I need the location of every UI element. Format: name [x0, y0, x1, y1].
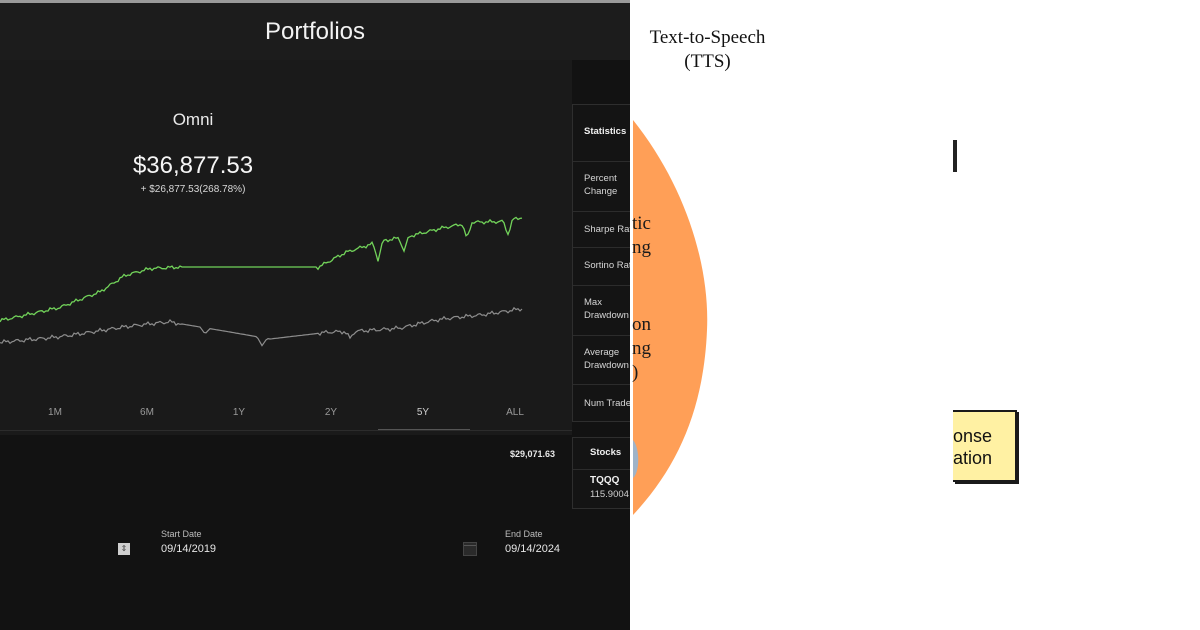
tts-label: Text-to-Speech (TTS) [649, 27, 766, 72]
portfolio-value: $36,877.53 [132, 152, 254, 179]
statistics-title: Statistics [584, 126, 627, 137]
diagram-right-area [953, 0, 1200, 630]
portfolio-series-line [0, 216, 523, 323]
performance-chart[interactable] [0, 60, 572, 400]
stocks-title: Stocks [590, 447, 622, 458]
diagram-bar-mark [953, 140, 957, 172]
section-divider [0, 430, 572, 431]
end-date-input[interactable]: 09/14/2024 [505, 543, 561, 555]
stock-amount: 115.9004 [590, 489, 629, 500]
stat-label: Average Drawdown [584, 347, 629, 371]
response-generation-box: onse ation [953, 410, 1017, 482]
portfolio-name: Omni [172, 110, 214, 129]
start-date-input[interactable]: 09/14/2019 [161, 543, 217, 555]
diagram-fragment: Text-to-Speech (TTS) tic ng on ng ) onse… [630, 0, 1200, 630]
stat-label: Max Drawdown [584, 297, 629, 321]
page-title: Portfolios [0, 3, 630, 60]
orange-segment-text: on ng ) [632, 314, 651, 383]
stat-row-sortino-ratio: Sortino Ratio [573, 247, 630, 286]
calendar-icon[interactable] [463, 542, 477, 556]
start-date-label: Start Date [161, 529, 202, 539]
window-top-edge [0, 0, 630, 3]
stat-label: Sortino Ratio [584, 260, 630, 271]
range-tab-1m[interactable]: 1M [48, 407, 62, 418]
stat-label: Sharpe Ratio [584, 224, 630, 235]
stat-label: Percent Change [584, 173, 618, 197]
stat-row-percent-change: Percent Change [573, 161, 630, 212]
stock-ticker[interactable]: TQQQ [590, 475, 620, 486]
range-tab-5y[interactable]: 5Y [416, 407, 430, 418]
holding-value: $29,071.63 [509, 449, 555, 459]
stocks-card: Stocks TQQQ 115.9004 [572, 437, 630, 509]
orange-circle-segment [633, 120, 708, 515]
range-tab-2y[interactable]: 2Y [324, 407, 338, 418]
stat-row-sharpe-ratio: Sharpe Ratio [573, 211, 630, 248]
range-tab-6m[interactable]: 6M [140, 407, 154, 418]
portfolio-change: + $26,877.53(268.78%) [140, 184, 246, 195]
date-range-bar: ⇕ Start Date 09/14/2019 End Date 09/14/2… [0, 520, 630, 570]
stat-label: Num Trades [584, 398, 630, 409]
end-date-label: End Date [505, 529, 543, 539]
stat-row-num-trades: Num Trades [573, 384, 630, 421]
range-tab-1y[interactable]: 1Y [232, 407, 246, 418]
orange-segment-text: tic ng [632, 213, 651, 258]
statistics-card: Statistics Percent Change Sharpe Ratio S… [572, 104, 630, 422]
stepper-icon[interactable]: ⇕ [118, 543, 130, 555]
response-box-text: onse ation [953, 426, 992, 468]
stocks-divider [573, 469, 630, 470]
stat-row-max-drawdown: Max Drawdown [573, 285, 630, 336]
benchmark-series-line [0, 306, 523, 347]
portfolio-app: Portfolios Omni $36,877.53 + $26,877.53(… [0, 0, 630, 630]
stat-row-average-drawdown: Average Drawdown [573, 335, 630, 385]
range-tab-all[interactable]: ALL [506, 407, 524, 418]
portfolio-chart-panel: Omni $36,877.53 + $26,877.53(268.78%) 1M… [0, 60, 572, 435]
